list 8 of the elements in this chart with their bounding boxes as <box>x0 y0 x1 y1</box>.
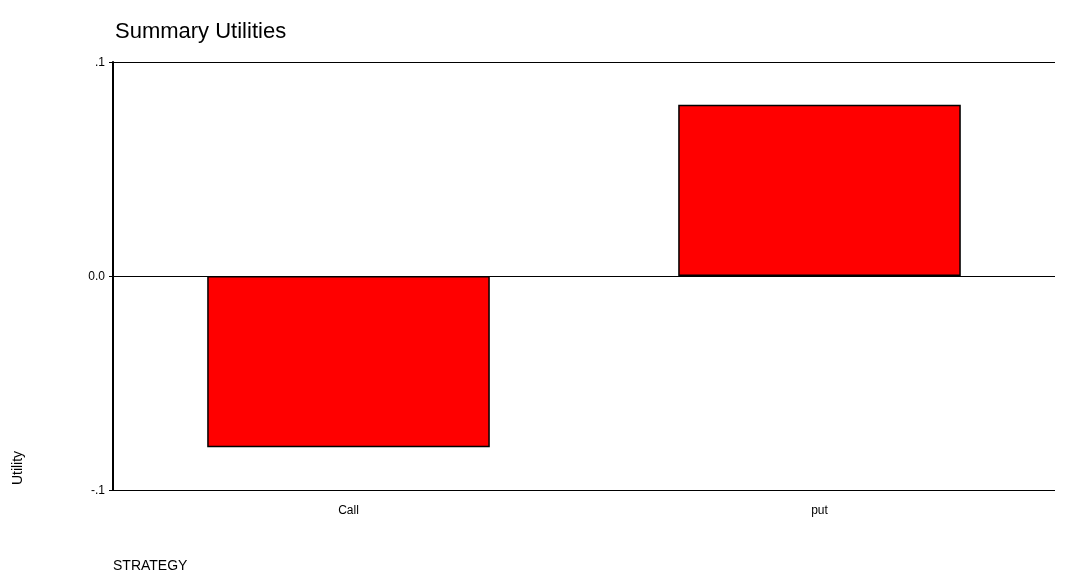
chart-title: Summary Utilities <box>115 17 287 43</box>
y-tick-label: -.1 <box>90 483 106 497</box>
x-tick-label: put <box>811 503 829 517</box>
x-axis-title: STRATEGY <box>113 557 189 573</box>
y-tick-label: 0.0 <box>88 269 106 283</box>
y-tick-label: .1 <box>94 55 106 69</box>
y-axis-title: Utility <box>9 450 25 486</box>
x-tick-label: Call <box>338 503 359 517</box>
